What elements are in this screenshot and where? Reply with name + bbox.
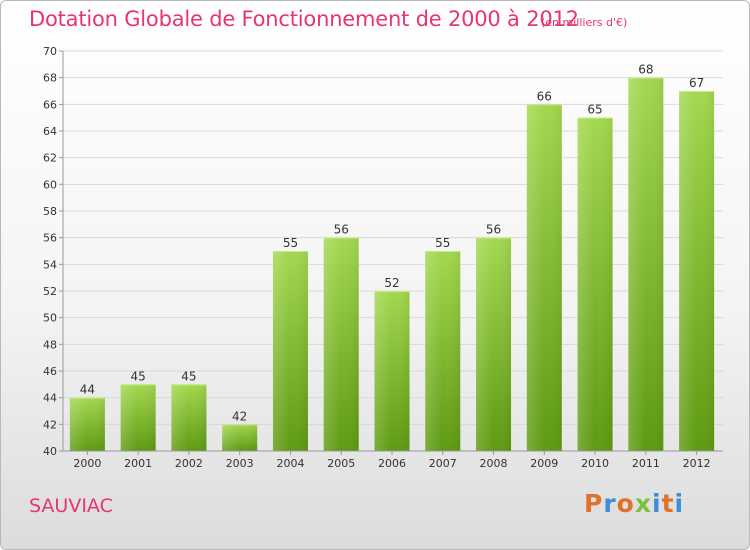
x-tick-label: 2003: [226, 457, 254, 470]
y-tick-label: 66: [43, 98, 57, 111]
x-tick-label: 2009: [530, 457, 558, 470]
x-tick-label: 2001: [124, 457, 152, 470]
x-tick-label: 2005: [327, 457, 355, 470]
y-tick-label: 70: [43, 45, 57, 58]
data-label: 45: [131, 369, 146, 383]
bar-shine: [526, 104, 562, 451]
data-label: 66: [537, 89, 552, 103]
y-tick-label: 62: [43, 152, 57, 165]
bar-shine: [171, 384, 207, 451]
y-tick-label: 52: [43, 285, 57, 298]
x-tick-label: 2012: [683, 457, 711, 470]
x-tick-label: 2002: [175, 457, 203, 470]
bar-shine: [222, 424, 258, 451]
chart-title: Dotation Globale de Fonctionnement de 20…: [29, 7, 579, 31]
bar-shine: [476, 237, 512, 451]
data-label: 56: [486, 223, 501, 237]
y-tick-label: 58: [43, 205, 57, 218]
logo-letter: i: [674, 489, 685, 518]
x-tick-label: 2011: [632, 457, 660, 470]
x-tick-label: 2004: [276, 457, 304, 470]
logo-letter: o: [616, 489, 635, 518]
bar-shine: [425, 251, 461, 451]
commune-name: SAUVIAC: [29, 495, 113, 517]
bar-shine: [323, 237, 359, 451]
y-tick-label: 46: [43, 365, 57, 378]
data-label: 45: [181, 369, 196, 383]
logo-letter: P: [584, 489, 604, 518]
x-tick-label: 2008: [480, 457, 508, 470]
x-tick-label: 2010: [581, 457, 609, 470]
x-tick-label: 2000: [73, 457, 101, 470]
proxiti-logo[interactable]: Proxiti: [584, 489, 684, 518]
bar-shine: [577, 117, 613, 452]
y-tick-label: 40: [43, 445, 57, 458]
bar-shine: [628, 77, 664, 452]
y-tick-label: 48: [43, 338, 57, 351]
data-label: 65: [587, 103, 602, 117]
bar-shine: [679, 91, 715, 451]
y-tick-label: 64: [43, 125, 57, 138]
y-tick-label: 42: [43, 418, 57, 431]
y-tick-label: 50: [43, 312, 57, 325]
logo-letter: x: [634, 489, 652, 518]
bar-shine: [272, 251, 308, 451]
bar-shine: [120, 384, 156, 451]
data-label: 68: [638, 63, 653, 77]
logo-letter: t: [661, 489, 675, 518]
chart-subtitle: (en milliers d'€): [541, 16, 628, 29]
bar-shine: [374, 291, 410, 451]
y-tick-label: 44: [43, 392, 57, 405]
x-tick-label: 2006: [378, 457, 406, 470]
data-label: 55: [283, 236, 298, 250]
data-label: 52: [384, 276, 399, 290]
y-tick-label: 54: [43, 258, 57, 271]
y-tick-label: 68: [43, 72, 57, 85]
data-label: 42: [232, 409, 247, 423]
logo-letter: r: [603, 489, 617, 518]
y-tick-label: 60: [43, 178, 57, 191]
data-label: 44: [80, 383, 95, 397]
data-label: 56: [334, 223, 349, 237]
y-tick-label: 56: [43, 232, 57, 245]
data-label: 55: [435, 236, 450, 250]
bar-shine: [69, 397, 105, 451]
logo-letter: i: [652, 489, 662, 518]
x-tick-label: 2007: [429, 457, 457, 470]
data-label: 67: [689, 76, 704, 90]
